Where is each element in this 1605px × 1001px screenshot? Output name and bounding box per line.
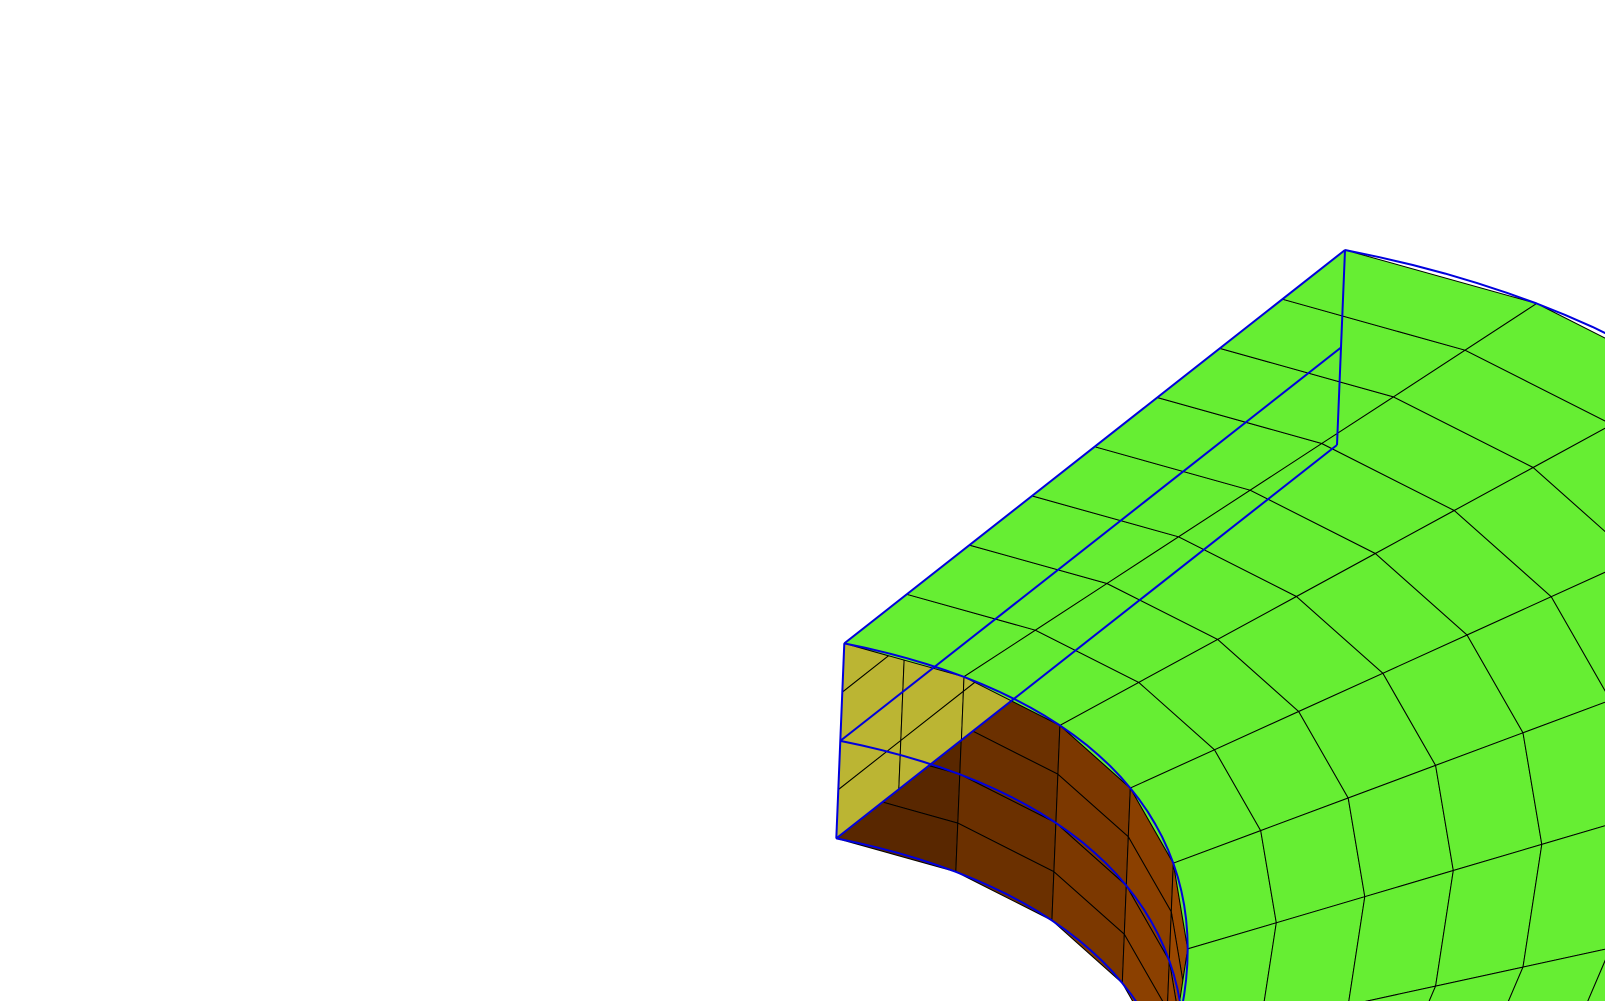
top-face-element (1393, 349, 1605, 468)
inner-bottom-edge (836, 837, 1137, 1001)
end-outer-vertical-edge (1336, 249, 1346, 446)
top-face-element (1507, 948, 1605, 1001)
top-face-element (1532, 427, 1605, 533)
end-inner-vertical-edge (835, 643, 846, 839)
inner-face-element (1168, 911, 1187, 1001)
top-face-element (1453, 467, 1605, 598)
top-face-group (843, 249, 1605, 1001)
top-face-element (1263, 896, 1366, 1001)
top-face-element (1587, 959, 1605, 1001)
inner-face-element (1167, 960, 1177, 1001)
top-face-element (1428, 966, 1524, 1001)
inner-face-element (1123, 885, 1170, 1001)
inner-face-element (1121, 933, 1164, 1001)
top-face-element (1365, 985, 1437, 1001)
top-face-element (1464, 303, 1605, 422)
top-face-element (1522, 701, 1605, 845)
inner-top-edge (844, 642, 1189, 1001)
top-face-element (1179, 922, 1277, 1001)
feature-edge-group (835, 249, 1605, 1001)
end-mid-edge (839, 346, 1342, 742)
inner-mid-edge (840, 739, 1181, 1001)
top-face-element (1522, 825, 1605, 968)
end-bottom-edge (835, 444, 1338, 840)
top-face-element (1550, 571, 1605, 692)
end-top-edge (843, 249, 1346, 645)
